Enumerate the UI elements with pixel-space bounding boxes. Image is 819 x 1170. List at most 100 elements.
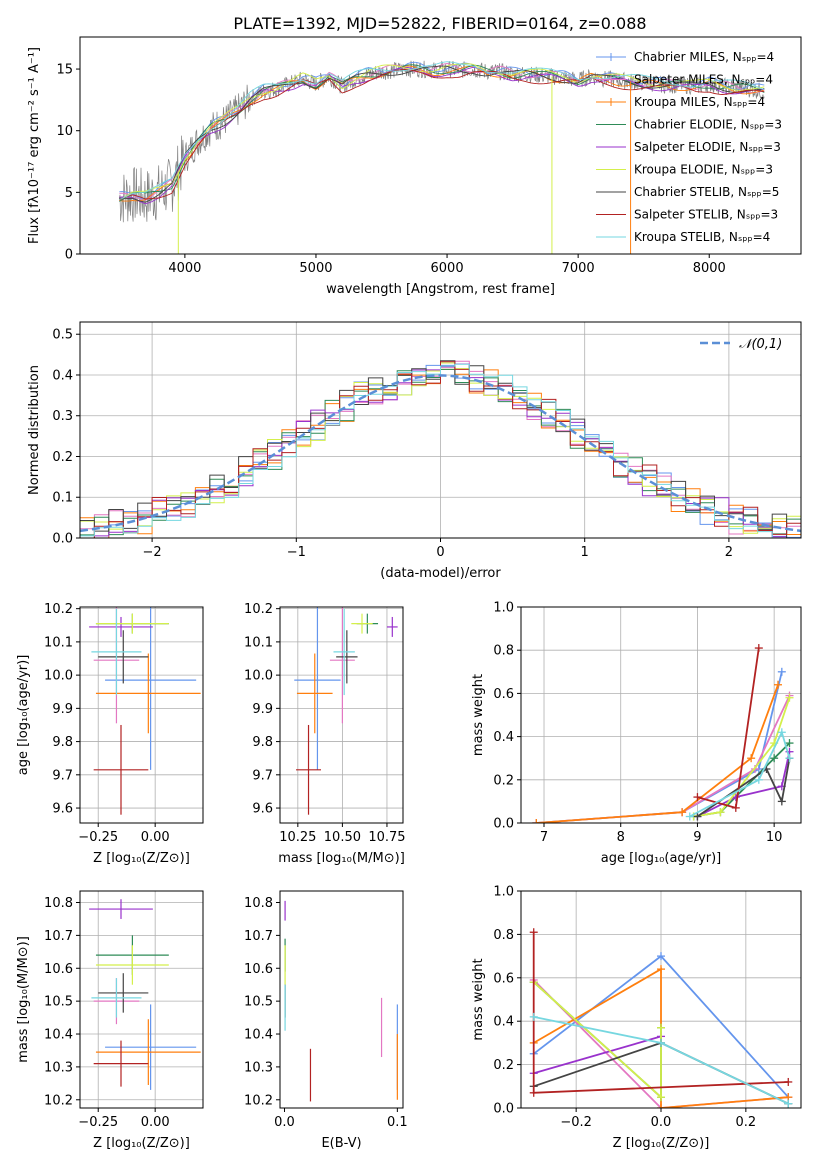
weight-series <box>536 684 779 823</box>
panel-weight-vs-Z: −0.2 0.0 0.2 0.0 0.2 0.4 0.6 0.8 1.0 Z [log₁₀(Z/Z… <box>471 885 802 1151</box>
x-tick-label: 0.00 <box>141 1115 170 1130</box>
legend-label: Kroupa MILES, Nₛₚₚ=4 <box>634 95 765 109</box>
legend-label: Chabrier MILES, Nₛₚₚ=4 <box>634 50 774 64</box>
y-tick-label: 9.7 <box>52 768 73 783</box>
weight-series <box>696 751 791 818</box>
x-tick-label: 0.00 <box>141 830 170 845</box>
y-tick-label: 10.6 <box>244 962 273 977</box>
y-tick-label: 9.9 <box>52 702 73 717</box>
panel-residuals: −2 −1 0 1 2 0.0 0.1 0.2 0.3 0.4 0.5 (data-model)/er… <box>27 321 802 581</box>
axes-frame <box>79 606 204 824</box>
y-axis-label: mass [log₁₀(M/M⊙)] <box>16 936 31 1063</box>
y-tick-label: 10.1 <box>44 635 73 650</box>
x-axis-label: Z [log₁₀(Z/Z⊙)] <box>93 1136 190 1151</box>
y-tick-label: 10.2 <box>44 1093 73 1108</box>
y-tick-label: 10.4 <box>244 1028 273 1043</box>
x-tick-label: 8 <box>617 830 625 845</box>
x-tick-label: 0 <box>436 545 444 560</box>
y-tick-label: 0.2 <box>493 773 514 788</box>
y-tick-label: 0 <box>65 248 73 263</box>
y-tick-label: 10.5 <box>244 995 273 1010</box>
plot-area <box>284 900 398 1102</box>
x-tick-label: 0.0 <box>274 1115 295 1130</box>
x-tick-label: 10.50 <box>324 830 361 845</box>
y-tick-label: 9.7 <box>252 768 273 783</box>
y-tick-label: 10.2 <box>44 602 73 617</box>
y-tick-label: 10.1 <box>244 635 273 650</box>
y-tick-label: 0.0 <box>493 817 514 832</box>
legend-label: Salpeter ELODIE, Nₛₚₚ=3 <box>634 140 781 154</box>
x-tick-label: −0.25 <box>78 1115 118 1130</box>
y-tick-label: 0.0 <box>52 532 73 547</box>
y-tick-label: 10.8 <box>44 896 73 911</box>
legend-label: Kroupa STELIB, Nₛₚₚ=4 <box>634 230 770 244</box>
x-axis-label: mass [log₁₀(M/M⊙)] <box>278 851 405 866</box>
legend-label: Kroupa ELODIE, Nₛₚₚ=3 <box>634 163 773 177</box>
x-tick-label: 10 <box>766 830 783 845</box>
x-axis-label: E(B-V) <box>321 1136 361 1151</box>
y-axis-label: mass weight <box>471 674 486 756</box>
weight-series <box>693 697 791 818</box>
y-tick-label: 1.0 <box>493 601 514 616</box>
y-tick-label: 10.8 <box>244 896 273 911</box>
x-tick-label: 10.75 <box>368 830 405 845</box>
y-tick-label: 10.3 <box>244 1060 273 1075</box>
x-tick-label: 6000 <box>431 261 464 276</box>
y-tick-label: 10.2 <box>244 1093 273 1108</box>
plot-area <box>294 607 398 815</box>
x-tick-label: 5000 <box>299 261 332 276</box>
y-tick-label: 0.2 <box>52 450 73 465</box>
x-tick-label: 7 <box>540 830 548 845</box>
y-tick-label: 10.6 <box>44 962 73 977</box>
model-spectrum <box>119 61 765 200</box>
axes-frame <box>79 36 802 255</box>
y-tick-label: 15 <box>56 63 73 78</box>
y-tick-label: 0.5 <box>52 328 73 343</box>
x-tick-label: −2 <box>143 545 162 560</box>
weight-series <box>696 758 791 818</box>
y-tick-label: 10.4 <box>44 1028 73 1043</box>
y-axis-label: mass weight <box>471 958 486 1040</box>
x-tick-label: −0.2 <box>560 1115 592 1130</box>
residual-histogram <box>80 363 801 538</box>
model-spectrum <box>119 61 765 200</box>
figure-title: PLATE=1392, MJD=52822, FIBERID=0164, z=0… <box>233 14 646 33</box>
x-tick-label: 2 <box>725 545 733 560</box>
y-tick-label: 0.4 <box>52 368 73 383</box>
x-tick-label: −1 <box>287 545 306 560</box>
y-tick-label: 10.3 <box>44 1060 73 1075</box>
y-tick-label: 10.7 <box>244 929 273 944</box>
y-axis-label: Normed distribution <box>27 365 42 495</box>
y-tick-label: 9.6 <box>252 802 273 817</box>
y-tick-label: 0.3 <box>52 409 73 424</box>
axes-frame <box>279 890 404 1109</box>
y-tick-label: 0.1 <box>52 491 73 506</box>
x-tick-label: 0.0 <box>651 1115 672 1130</box>
x-tick-label: 0.1 <box>387 1115 408 1130</box>
x-tick-label: 4000 <box>168 261 201 276</box>
weight-series <box>533 1035 662 1075</box>
panel-age-vs-Z: −0.25 0.00 9.6 9.7 9.8 9.9 10.0 10.1 10.2 Z [log₁… <box>16 602 204 866</box>
y-tick-label: 9.6 <box>52 802 73 817</box>
model-spectrum <box>119 69 765 201</box>
model-spectrum <box>119 65 765 203</box>
x-axis-label: Z [log₁₀(Z/Z⊙)] <box>613 1136 710 1151</box>
x-tick-label: −0.25 <box>78 830 118 845</box>
plot-area <box>118 60 765 254</box>
y-tick-label: 10.7 <box>44 929 73 944</box>
y-tick-label: 10.0 <box>44 669 73 684</box>
plot-area <box>80 360 801 538</box>
y-tick-label: 0.2 <box>493 1058 514 1073</box>
panel-spectrum: 4000 5000 6000 7000 8000 0 5 10 15 wavelength [An… <box>27 36 802 297</box>
legend: 𝒩(0,1) <box>700 337 782 352</box>
plot-area <box>529 928 793 1108</box>
legend: Chabrier MILES, Nₛₚₚ=4 Salpeter MILES, Nₛ… <box>596 50 782 244</box>
x-tick-label: 8000 <box>693 261 726 276</box>
panel-mass-vs-Z: −0.25 0.00 10.2 10.3 10.4 10.5 10.6 10.7 10.8 Z [… <box>16 890 204 1151</box>
legend-label: Salpeter STELIB, Nₛₚₚ=3 <box>634 208 778 222</box>
x-tick-label: 7000 <box>562 261 595 276</box>
axes-frame <box>520 606 802 824</box>
y-tick-label: 0.8 <box>493 644 514 659</box>
plot-area <box>89 899 201 1090</box>
